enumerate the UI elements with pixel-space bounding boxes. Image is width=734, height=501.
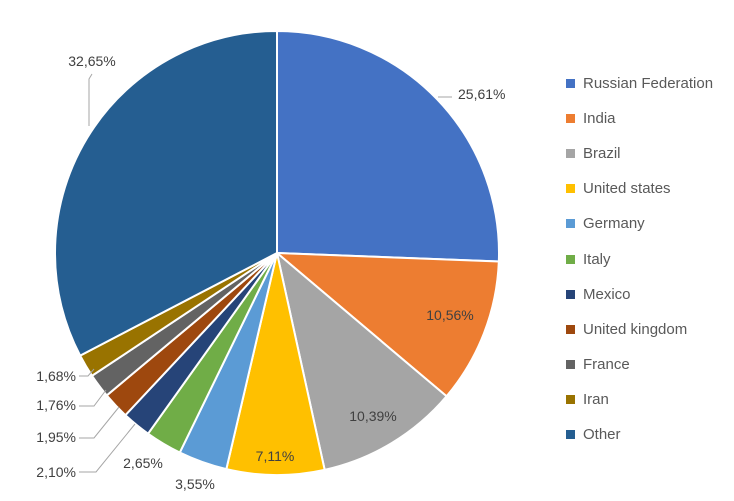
data-label-germany: 3,55%	[175, 476, 215, 492]
legend-swatch	[566, 359, 575, 369]
data-label-india: 10,56%	[426, 307, 473, 323]
data-label-mexico: 2,10%	[36, 464, 76, 480]
legend-swatch	[566, 184, 575, 194]
data-label-russian-federation: 25,61%	[458, 86, 505, 102]
data-label-brazil: 10,39%	[349, 408, 396, 424]
data-label-france: 1,76%	[36, 397, 76, 413]
legend-label: Other	[583, 425, 621, 443]
legend-item-india: India	[566, 101, 734, 136]
legend-item-united-kingdom: United kingdom	[566, 312, 734, 347]
legend-swatch	[566, 394, 575, 404]
legend-swatch	[566, 114, 575, 124]
legend-swatch	[566, 149, 575, 159]
leader-lines	[79, 73, 452, 473]
legend-label: Italy	[583, 250, 611, 268]
data-label-united-states: 7,11%	[256, 448, 295, 464]
legend-item-iran: Iran	[566, 382, 734, 417]
legend: Russian Federation India Brazil United stat…	[566, 66, 734, 452]
legend-label: India	[583, 110, 616, 128]
legend-swatch	[566, 79, 575, 89]
legend-label: Mexico	[583, 285, 631, 303]
legend-swatch	[566, 324, 575, 334]
data-labels: 25,61% 10,56% 10,39% 7,11% 3,55% 2,65% 2,10% 1,…	[36, 53, 505, 492]
slice-brazil	[275, 250, 448, 472]
data-label-italy: 2,65%	[123, 455, 163, 471]
slice-russian-federation	[276, 29, 500, 263]
legend-label: Iran	[583, 390, 609, 408]
data-label-iran: 1,68%	[36, 368, 76, 384]
legend-label: Germany	[583, 215, 645, 233]
legend-label: United kingdom	[583, 320, 688, 338]
pie-chart: 25,61% 10,56% 10,39% 7,11% 3,55% 2,65% 2,10% 1,…	[36, 29, 505, 492]
slice-other	[54, 29, 278, 357]
pie-slices	[54, 29, 500, 476]
legend-label: Russian Federation	[583, 75, 714, 93]
legend-swatch	[566, 219, 575, 229]
data-label-other: 32,65%	[68, 53, 115, 69]
leader-line-france	[79, 389, 107, 407]
legend-item-united-states: United states	[566, 171, 734, 206]
legend-item-brazil: Brazil	[566, 136, 734, 171]
legend-item-mexico: Mexico	[566, 277, 734, 312]
legend-item-italy: Italy	[566, 241, 734, 276]
data-label-united-kingdom: 1,95%	[36, 429, 76, 445]
legend-label: France	[583, 355, 630, 373]
leader-line-mexico	[79, 423, 136, 473]
legend-label: United states	[583, 180, 671, 198]
slice-india	[274, 251, 500, 398]
legend-swatch	[566, 289, 575, 299]
legend-swatch	[566, 429, 575, 439]
leader-line-united-kingdom	[79, 406, 120, 439]
legend-item-france: France	[566, 347, 734, 382]
legend-item-russian-federation: Russian Federation	[566, 66, 734, 101]
legend-swatch	[566, 254, 575, 264]
leader-line-other	[88, 73, 93, 126]
leader-line-iran	[79, 368, 95, 377]
legend-label: Brazil	[583, 145, 621, 163]
legend-item-germany: Germany	[566, 206, 734, 241]
legend-item-other: Other	[566, 417, 734, 452]
